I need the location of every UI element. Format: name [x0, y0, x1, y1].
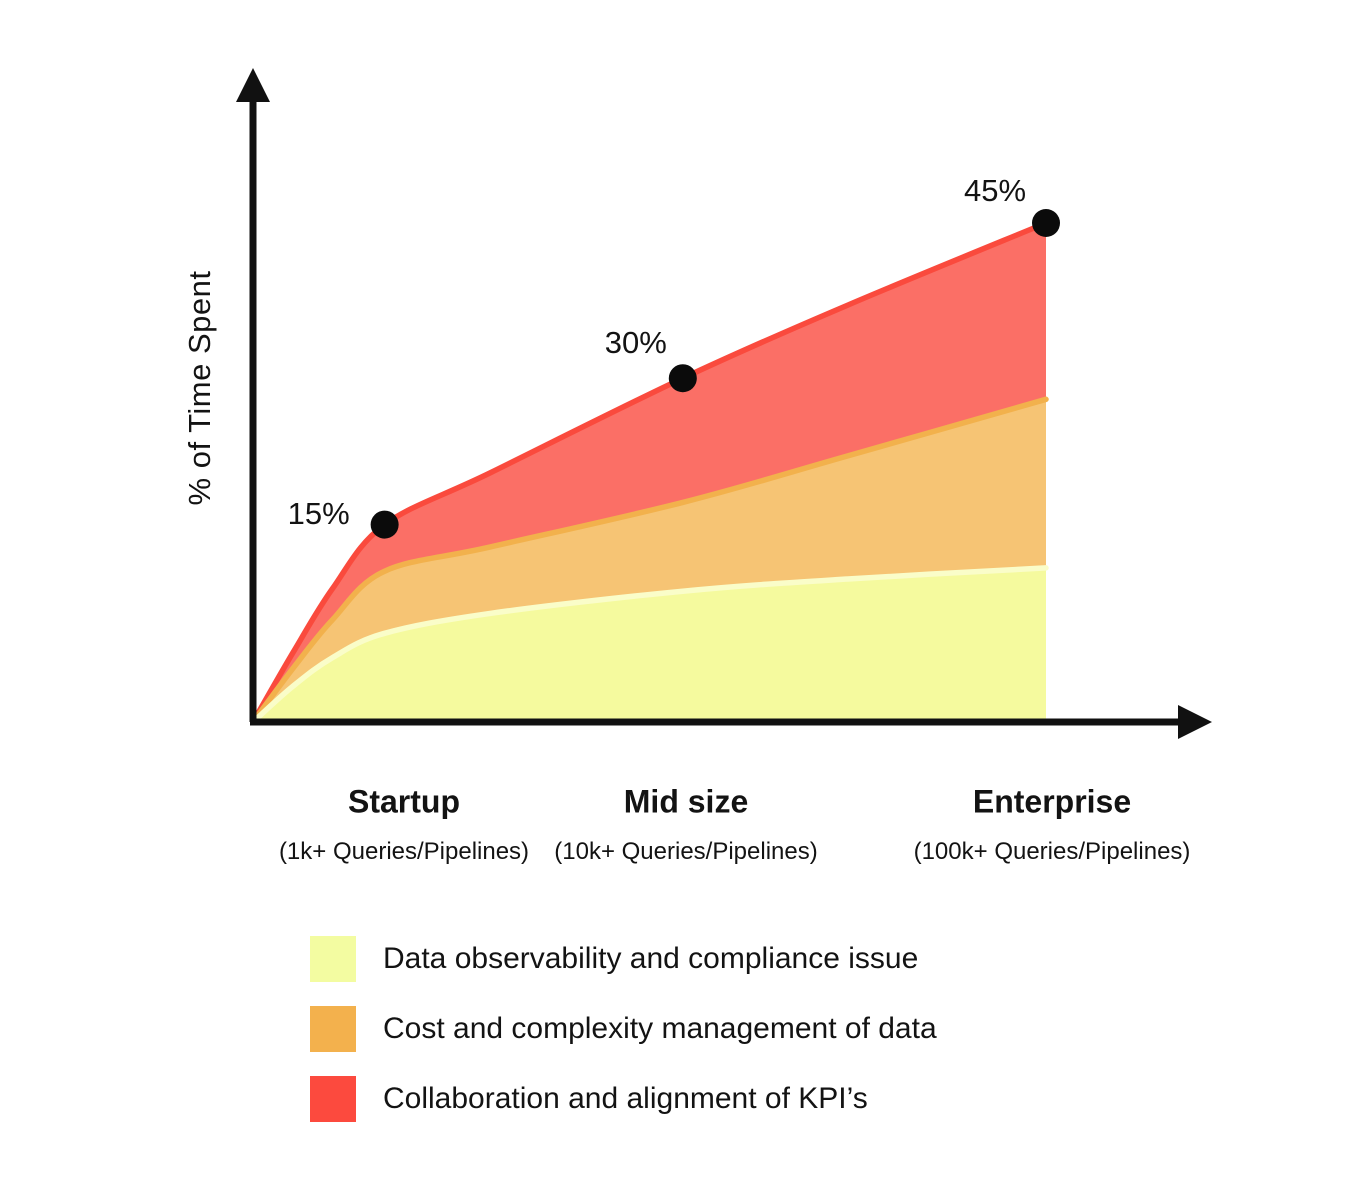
legend-row: Data observability and compliance issue: [310, 935, 937, 983]
edge-collaboration-kpis: [250, 220, 1049, 725]
category-label-midsize: Mid size: [623, 783, 749, 820]
legend-label: Collaboration and alignment of KPI’s: [383, 1082, 868, 1115]
areas-group: [250, 220, 1049, 725]
data-point-dot-midsize: [668, 364, 697, 393]
dots-group: [370, 209, 1060, 539]
legend-row: Cost and complexity management of data: [310, 1005, 937, 1053]
y-axis-arrow-icon: [236, 68, 270, 102]
category-label-startup: Startup: [348, 783, 460, 820]
category-sublabel-startup: (1k+ Queries/Pipelines): [278, 838, 530, 865]
category-sublabel-enterprise: (100k+ Queries/Pipelines): [913, 838, 1191, 865]
legend-swatch-data-observability: [310, 936, 356, 982]
x-axis-arrow-icon: [1178, 705, 1212, 739]
data-point-value-label: 45%: [963, 173, 1027, 208]
y-axis-label: % of Time Spent: [182, 270, 217, 506]
edge-cost-complexity: [250, 396, 1049, 725]
legend-row: Collaboration and alignment of KPI’s: [310, 1075, 937, 1123]
legend: Data observability and compliance issue …: [310, 935, 937, 1145]
legend-swatch-cost-complexity: [310, 1006, 356, 1052]
data-point-dot-enterprise: [1032, 209, 1060, 237]
area-data-observability: [253, 567, 1046, 722]
legend-label: Data observability and compliance issue: [383, 942, 919, 975]
data-point-value-label: 30%: [604, 325, 667, 361]
legend-label: Cost and complexity management of data: [383, 1012, 937, 1045]
edge-data-observability: [250, 565, 1049, 725]
legend-swatch-collaboration-kpis: [310, 1076, 356, 1122]
data-point-value-label: 15%: [287, 495, 350, 531]
category-label-enterprise: Enterprise: [972, 783, 1132, 820]
axes-group: [236, 68, 1212, 739]
category-sublabel-midsize: (10k+ Queries/Pipelines): [554, 838, 818, 865]
data-point-dot-startup: [370, 510, 399, 539]
